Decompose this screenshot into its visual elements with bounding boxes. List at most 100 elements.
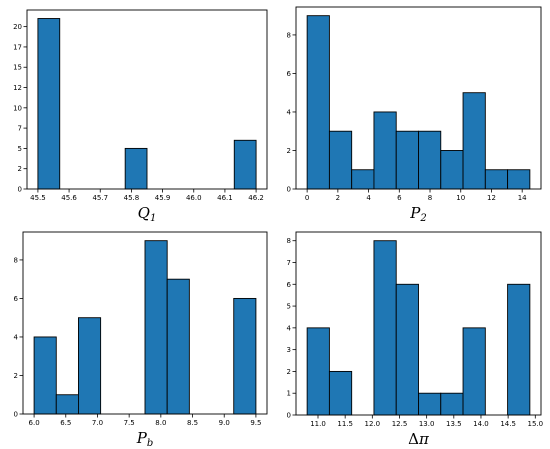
y-tick-label: 8: [14, 256, 18, 264]
y-tick-label: 6: [287, 70, 292, 78]
x-tick-label: 7.0: [92, 419, 103, 427]
histogram-bar: [233, 297, 257, 415]
y-tick-label: 7: [287, 259, 291, 267]
y-tick-label: 8: [287, 31, 291, 39]
x-tick-label: 46.1: [217, 194, 233, 202]
histogram-bar: [462, 327, 486, 416]
histogram-bar: [124, 147, 148, 190]
histogram-bar: [462, 92, 486, 190]
y-tick-label: 2: [18, 165, 22, 173]
histogram-bar: [395, 130, 419, 190]
x-tick-label: 14: [518, 194, 527, 202]
y-tick-label: 5: [287, 303, 291, 311]
histogram-bar: [440, 150, 464, 190]
histogram-bar: [37, 18, 61, 190]
x-axis-label: P2: [409, 204, 426, 224]
x-tick-label: 6: [397, 194, 402, 202]
histogram-bar: [507, 169, 531, 190]
y-tick-label: 17: [13, 43, 22, 51]
x-tick-label: 45.5: [30, 194, 46, 202]
y-tick-label: 7: [18, 125, 22, 133]
histogram-bar: [33, 336, 57, 415]
histogram-bar: [373, 240, 397, 416]
y-tick-label: 8: [287, 237, 291, 245]
y-tick-label: 2: [287, 147, 291, 155]
y-tick-label: 5: [18, 145, 22, 153]
x-tick-label: 10: [456, 194, 465, 202]
x-tick-label: 46.0: [186, 194, 202, 202]
histogram-bar: [418, 392, 442, 416]
y-tick-label: 1: [287, 390, 291, 398]
x-tick-label: 8: [428, 194, 432, 202]
x-tick-label: 15.0: [527, 420, 543, 428]
axes-frame: [295, 231, 542, 416]
x-axis-label: Δπ: [408, 430, 430, 448]
x-tick-label: 14.5: [500, 420, 516, 428]
y-tick-label: 4: [287, 108, 292, 116]
x-tick-label: 6.5: [60, 419, 71, 427]
x-axis-label: Q1: [138, 204, 157, 224]
histogram-bar: [328, 370, 353, 416]
y-tick-label: 4: [14, 333, 19, 341]
histogram-bar: [144, 240, 168, 415]
x-tick-label: 4: [366, 194, 371, 202]
x-tick-label: 11.5: [337, 420, 353, 428]
y-tick-label: 0: [287, 186, 291, 194]
axes-frame: [26, 9, 268, 190]
x-tick-label: 45.8: [124, 194, 140, 202]
x-tick-label: 2: [336, 194, 340, 202]
x-tick-label: 0: [305, 194, 309, 202]
y-tick-label: 20: [13, 23, 22, 31]
x-tick-label: 13.5: [446, 420, 462, 428]
y-tick-label: 15: [13, 64, 22, 72]
x-tick-label: 9.0: [219, 419, 230, 427]
x-tick-label: 45.6: [61, 194, 77, 202]
panel-q1-histogram: 45.5 45.6 45.7 45.8 45.9 46.0 46.1 46.2 0 2 5 7 10 12…: [13, 9, 268, 224]
y-tick-label: 2: [14, 372, 18, 380]
x-tick-label: 12: [487, 194, 496, 202]
x-tick-label: 45.9: [155, 194, 171, 202]
y-tick-label: 6: [14, 295, 19, 303]
axes-frame: [22, 231, 268, 415]
histogram-bar: [55, 394, 79, 415]
x-axis-label: Pb: [136, 429, 154, 449]
histogram-bar: [328, 130, 353, 190]
histogram-bar: [418, 130, 442, 190]
y-tick-label: 6: [287, 281, 292, 289]
panel-delta-pi-histogram: 11.0 11.5 12.0 12.5 13.0 13.5 14.0 14.5 15.0 0 1 2 3…: [287, 231, 543, 448]
y-tick-label: 2: [287, 368, 291, 376]
x-tick-label: 12.0: [365, 420, 381, 428]
x-tick-label: 7.5: [124, 419, 135, 427]
histogram-bar: [373, 111, 397, 190]
histogram-bar: [306, 15, 330, 190]
y-tick-label: 0: [18, 186, 22, 194]
y-tick-label: 3: [287, 346, 291, 354]
histogram-bar: [306, 327, 330, 416]
y-tick-label: 10: [13, 104, 22, 112]
x-tick-label: 46.2: [248, 194, 264, 202]
y-tick-label: 0: [14, 411, 18, 419]
x-tick-label: 12.5: [392, 420, 408, 428]
histogram-bar: [484, 169, 509, 190]
panel-pb-histogram: 6.0 6.5 7.0 7.5 8.0 8.5 9.0 9.5 0 2 4 6 8 Pb: [14, 231, 268, 449]
histogram-bar: [351, 169, 375, 190]
x-tick-label: 14.0: [473, 420, 489, 428]
x-tick-label: 8.0: [155, 419, 166, 427]
y-tick-label: 0: [287, 412, 291, 420]
histogram-bar: [166, 278, 190, 415]
y-tick-label: 12: [13, 84, 22, 92]
x-tick-label: 9.5: [250, 419, 261, 427]
x-tick-label: 6.0: [29, 419, 40, 427]
histogram-bar: [233, 139, 257, 190]
histogram-bar: [77, 317, 102, 415]
histogram-bar: [440, 392, 464, 416]
axes-frame: [295, 6, 542, 190]
x-tick-label: 45.7: [92, 194, 108, 202]
y-tick-label: 4: [287, 324, 292, 332]
histogram-bar: [507, 283, 531, 416]
x-tick-label: 8.5: [187, 419, 198, 427]
x-tick-label: 13.0: [419, 420, 435, 428]
x-tick-label: 11.0: [310, 420, 326, 428]
